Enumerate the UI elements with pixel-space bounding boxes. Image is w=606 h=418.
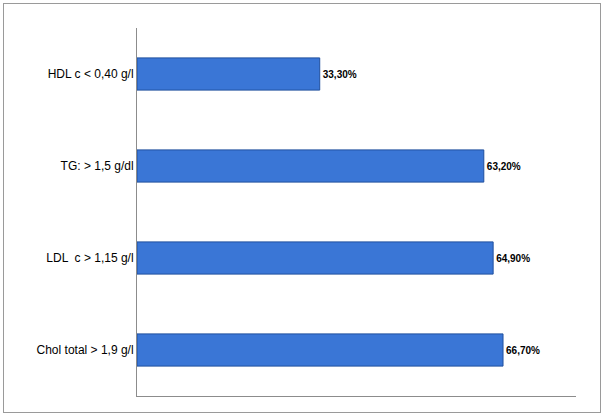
svg-text:66,70%: 66,70% xyxy=(506,345,540,356)
svg-text:Chol total > 1,9 g/l: Chol total > 1,9 g/l xyxy=(37,343,134,357)
svg-text:HDL c < 0,40 g/l: HDL c < 0,40 g/l xyxy=(48,67,134,81)
svg-text:33,30%: 33,30% xyxy=(323,69,357,80)
svg-text:63,20%: 63,20% xyxy=(487,161,521,172)
svg-text:TG: > 1,5 g/dl: TG: > 1,5 g/dl xyxy=(61,159,134,173)
svg-text:64,90%: 64,90% xyxy=(496,253,530,264)
svg-text:LDL c > 1,15 g/l: LDL c > 1,15 g/l xyxy=(46,251,133,265)
